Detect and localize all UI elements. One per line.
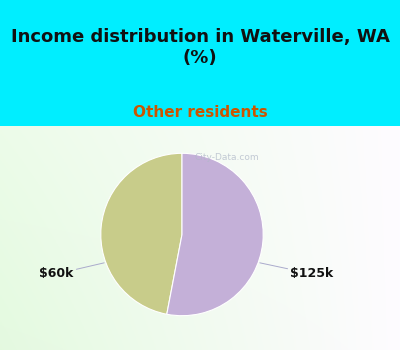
Text: $60k: $60k xyxy=(39,263,104,280)
Wedge shape xyxy=(167,153,263,316)
Text: Other residents: Other residents xyxy=(133,105,267,120)
Wedge shape xyxy=(101,153,182,314)
Text: City-Data.com: City-Data.com xyxy=(194,153,259,162)
Text: Income distribution in Waterville, WA
(%): Income distribution in Waterville, WA (%… xyxy=(10,28,390,67)
Text: $125k: $125k xyxy=(260,263,334,280)
